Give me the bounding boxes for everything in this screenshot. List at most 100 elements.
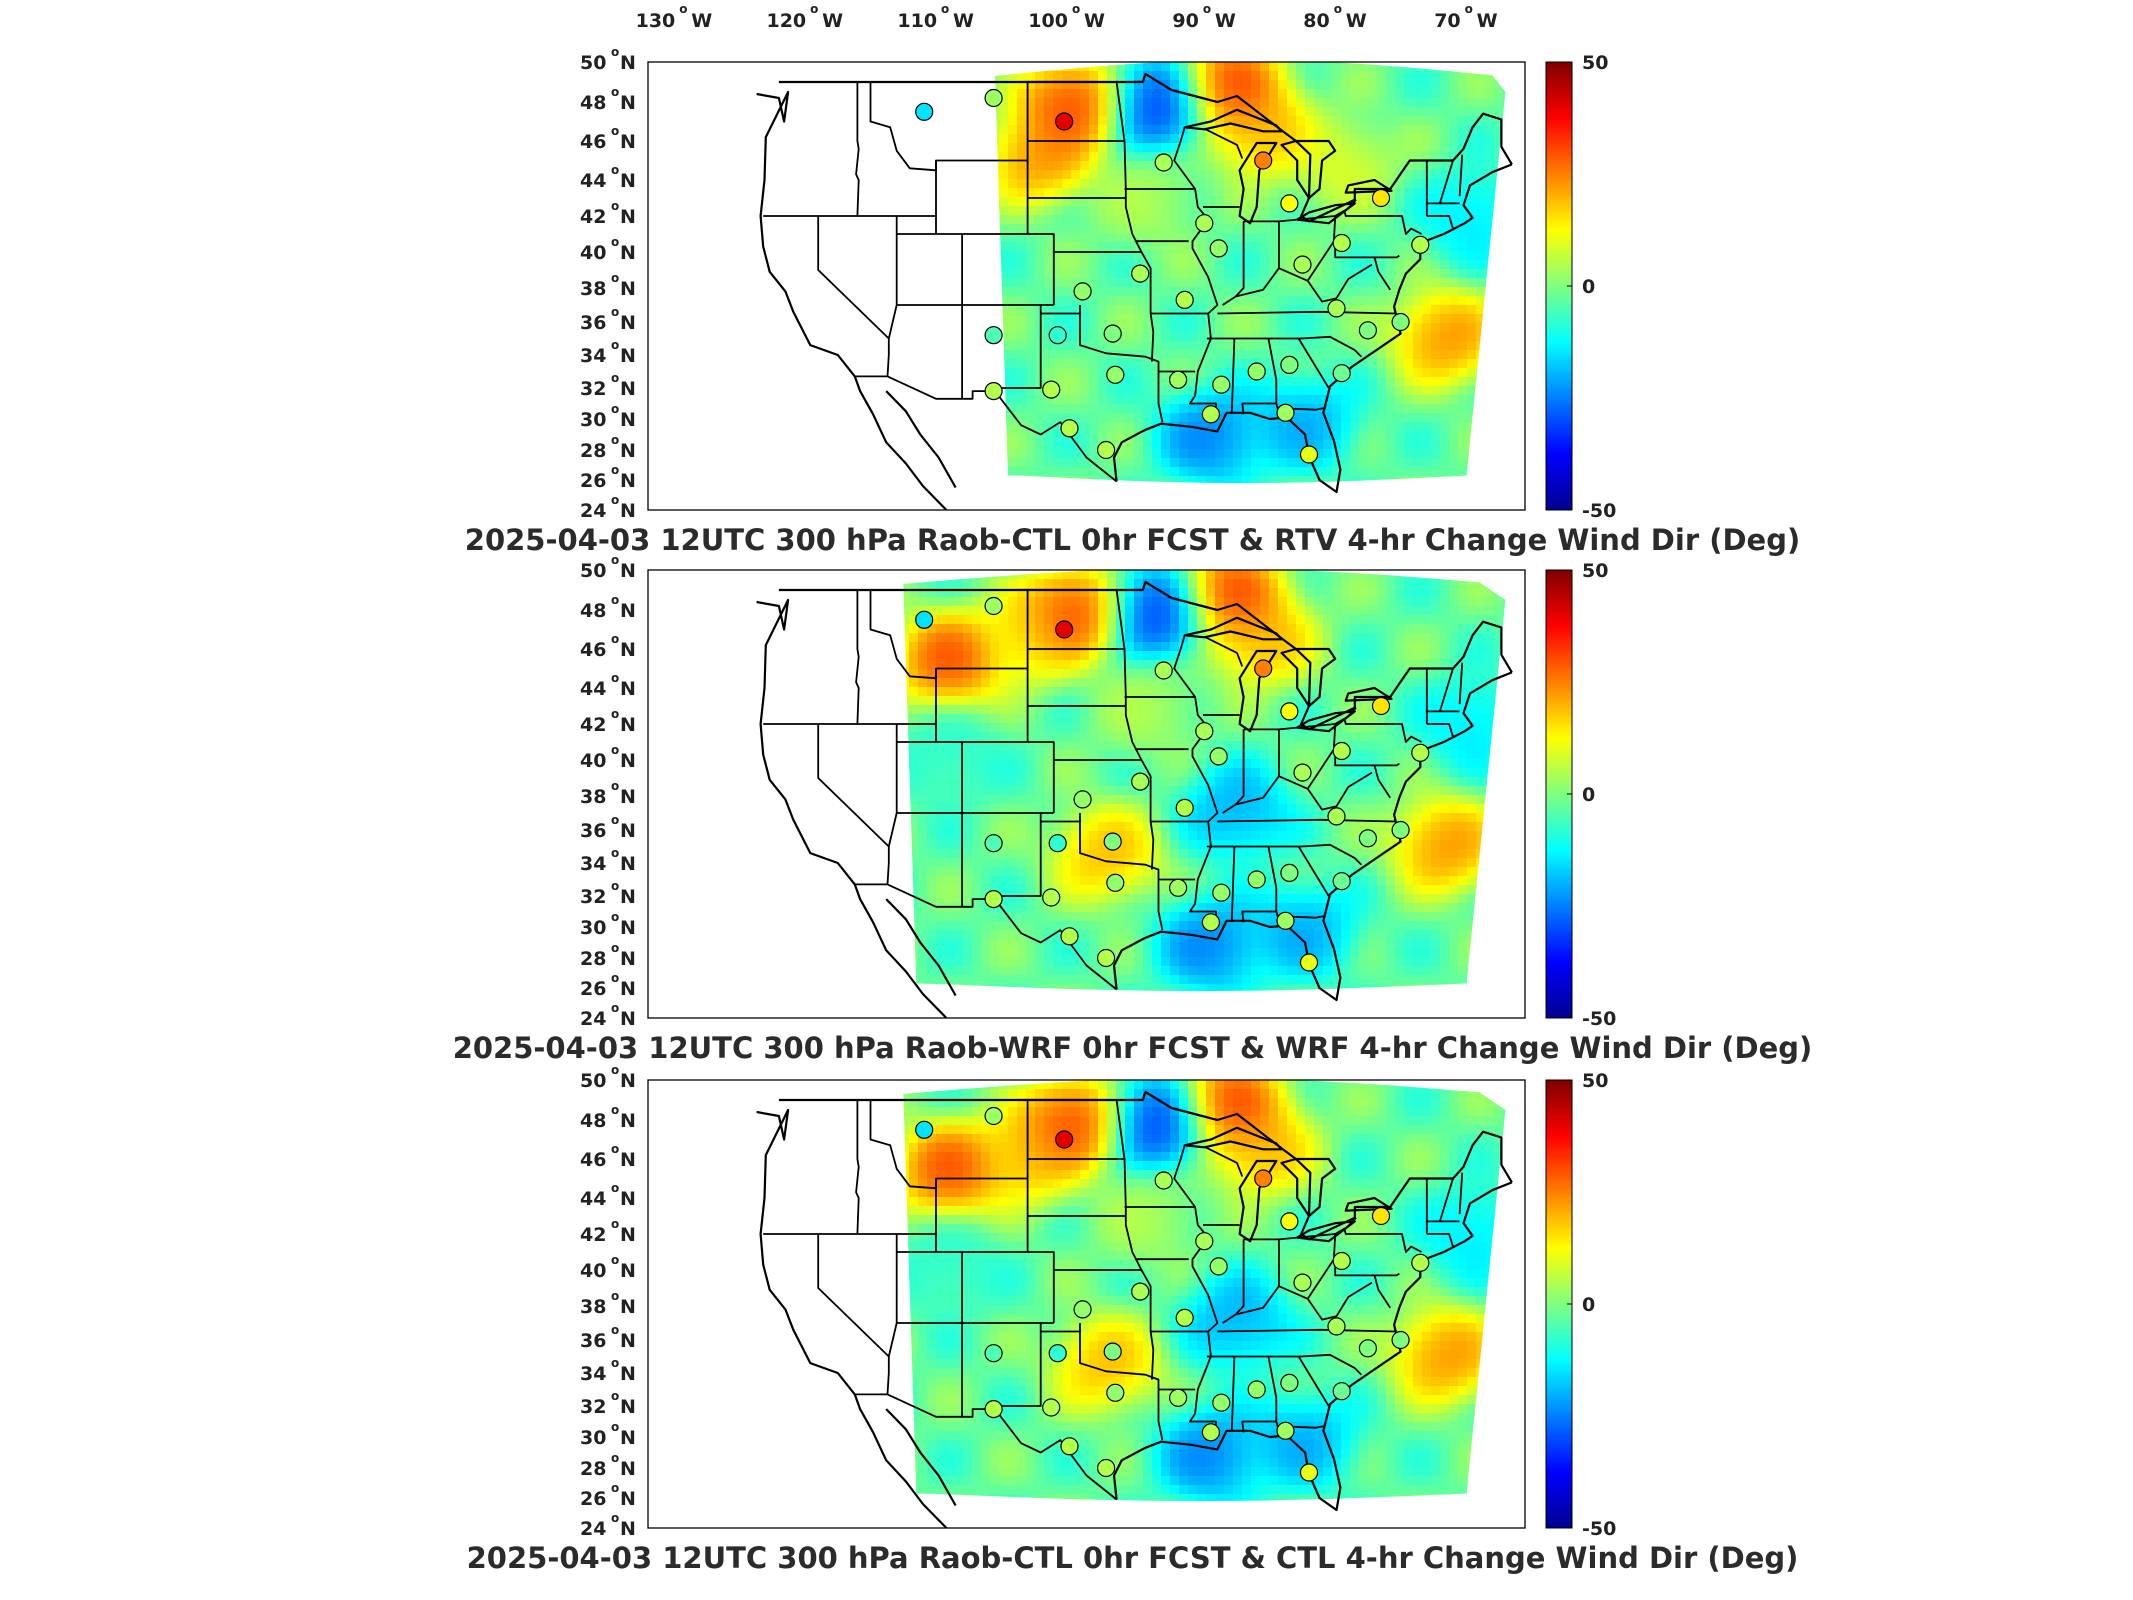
state-boundary: [1439, 1178, 1454, 1222]
colorbar-tick-label: 0: [1582, 784, 1595, 806]
raob-station-marker: [1332, 872, 1351, 891]
lat-tick-label: 46: [580, 1149, 606, 1171]
lat-suffix: N: [620, 714, 636, 736]
state-boundary: [1306, 263, 1373, 303]
lat-tick-label: 44: [580, 678, 606, 700]
raob-station-marker: [1154, 661, 1173, 680]
lat-tick-label: 24: [580, 1008, 606, 1030]
raob-station-marker: [1276, 1421, 1295, 1440]
raob-station-marker: [915, 610, 934, 629]
raob-station-marker: [1280, 1212, 1299, 1231]
baja-coastline: [885, 898, 957, 997]
lat-suffix: N: [620, 1149, 636, 1171]
raob-station-marker: [1103, 1342, 1122, 1361]
raob-station-marker: [1280, 863, 1299, 883]
raob-station-marker: [1175, 798, 1194, 818]
baja-coastline: [885, 1408, 957, 1507]
map-lines: [756, 580, 1513, 1018]
degree-mark: o: [1072, 2, 1080, 16]
raob-station-marker: [1201, 913, 1221, 932]
lat-suffix: N: [620, 1518, 636, 1540]
lat-tick-label: 34: [580, 1363, 606, 1385]
degree-mark: o: [611, 971, 619, 985]
colorbar-tick-label: -50: [1582, 1008, 1616, 1030]
raob-station-marker: [1131, 1282, 1150, 1301]
lat-tick-label: 42: [580, 714, 606, 736]
state-boundary: [1275, 1421, 1324, 1429]
raob-station-marker: [1042, 1398, 1061, 1417]
raob-station-marker: [1103, 832, 1122, 851]
lon-tick-label: 70: [1434, 10, 1460, 32]
raob-station-marker: [1106, 1383, 1125, 1402]
degree-mark: o: [611, 124, 619, 138]
raob-station-marker: [1073, 282, 1092, 301]
degree-mark: o: [611, 941, 619, 955]
raob-station-marker: [1391, 1330, 1410, 1350]
raob-station-marker: [1371, 696, 1391, 716]
lat-tick-label: 38: [580, 786, 606, 808]
lat-tick-label: 32: [580, 886, 606, 908]
degree-mark: o: [611, 743, 619, 757]
raob-station-marker: [1299, 1463, 1319, 1482]
raob-station-marker: [1131, 772, 1150, 791]
raob-station-marker: [1168, 1388, 1188, 1407]
lat-suffix: N: [620, 1330, 636, 1352]
state-boundary: [1235, 1285, 1280, 1316]
lat-suffix: N: [620, 1260, 636, 1282]
raob-station-marker: [1327, 299, 1346, 318]
raob-station-marker: [1276, 403, 1295, 422]
raob-station-marker: [1276, 911, 1295, 930]
raob-station-marker: [1247, 362, 1266, 381]
state-boundary: [993, 1323, 1042, 1407]
degree-mark: o: [611, 779, 619, 793]
map-panel: 50 o N48 o N46 o N44 o N42 o N40 o N38 o N36 o N34 o N32 o N…: [453, 553, 1813, 1065]
degree-mark: o: [611, 1289, 619, 1303]
lat-tick-label: 50: [580, 52, 606, 74]
degree-mark: o: [611, 338, 619, 352]
lat-tick-label: 30: [580, 409, 606, 431]
state-boundary: [1458, 662, 1464, 705]
state-boundary: [1026, 82, 1055, 305]
lat-suffix: N: [620, 886, 636, 908]
state-boundary: [1426, 215, 1454, 229]
degree-mark: o: [611, 1389, 619, 1403]
lat-tick-label: 38: [580, 1296, 606, 1318]
raob-station-marker: [1358, 829, 1378, 848]
degree-mark: o: [611, 163, 619, 177]
degree-mark: o: [1203, 2, 1211, 16]
raob-station-marker: [1096, 948, 1116, 968]
state-boundary: [1115, 1099, 1155, 1380]
degree-mark: o: [611, 271, 619, 285]
raob-station-marker: [1048, 1344, 1067, 1363]
degree-mark: o: [611, 433, 619, 447]
lat-tick-label: 40: [580, 750, 606, 772]
degree-mark: o: [611, 879, 619, 893]
state-boundary: [817, 724, 890, 848]
great-lake-outline: [1280, 139, 1337, 200]
raob-station-marker: [1209, 747, 1228, 766]
raob-station-marker: [1175, 1308, 1194, 1328]
state-boundary: [1026, 590, 1055, 813]
raob-station-marker: [1195, 214, 1214, 233]
colorbar-tick-label: 50: [1582, 560, 1608, 582]
state-boundary: [1439, 160, 1454, 204]
panel-title: 2025-04-03 12UTC 300 hPa Raob-CTL 0hr FC…: [465, 523, 1800, 557]
raob-station-marker: [984, 834, 1003, 853]
degree-mark: o: [1465, 2, 1473, 16]
lat-tick-label: 46: [580, 639, 606, 661]
lat-suffix: N: [620, 1070, 636, 1092]
colorbar-tick-label: -50: [1582, 500, 1616, 522]
field: [903, 1080, 1506, 1501]
raob-station-marker: [1212, 1393, 1231, 1412]
raob-station-marker: [1175, 290, 1194, 309]
west-coastline: [756, 1108, 948, 1528]
degree-mark: o: [611, 1451, 619, 1465]
degree-mark: o: [1334, 2, 1342, 16]
degree-mark: o: [611, 1356, 619, 1370]
degree-mark: o: [611, 846, 619, 860]
raob-station-marker: [1195, 1232, 1214, 1251]
state-boundary: [993, 813, 1042, 897]
plot-frame: [647, 569, 1526, 1019]
raob-station-marker: [1332, 1382, 1351, 1401]
lat-suffix: N: [620, 206, 636, 228]
